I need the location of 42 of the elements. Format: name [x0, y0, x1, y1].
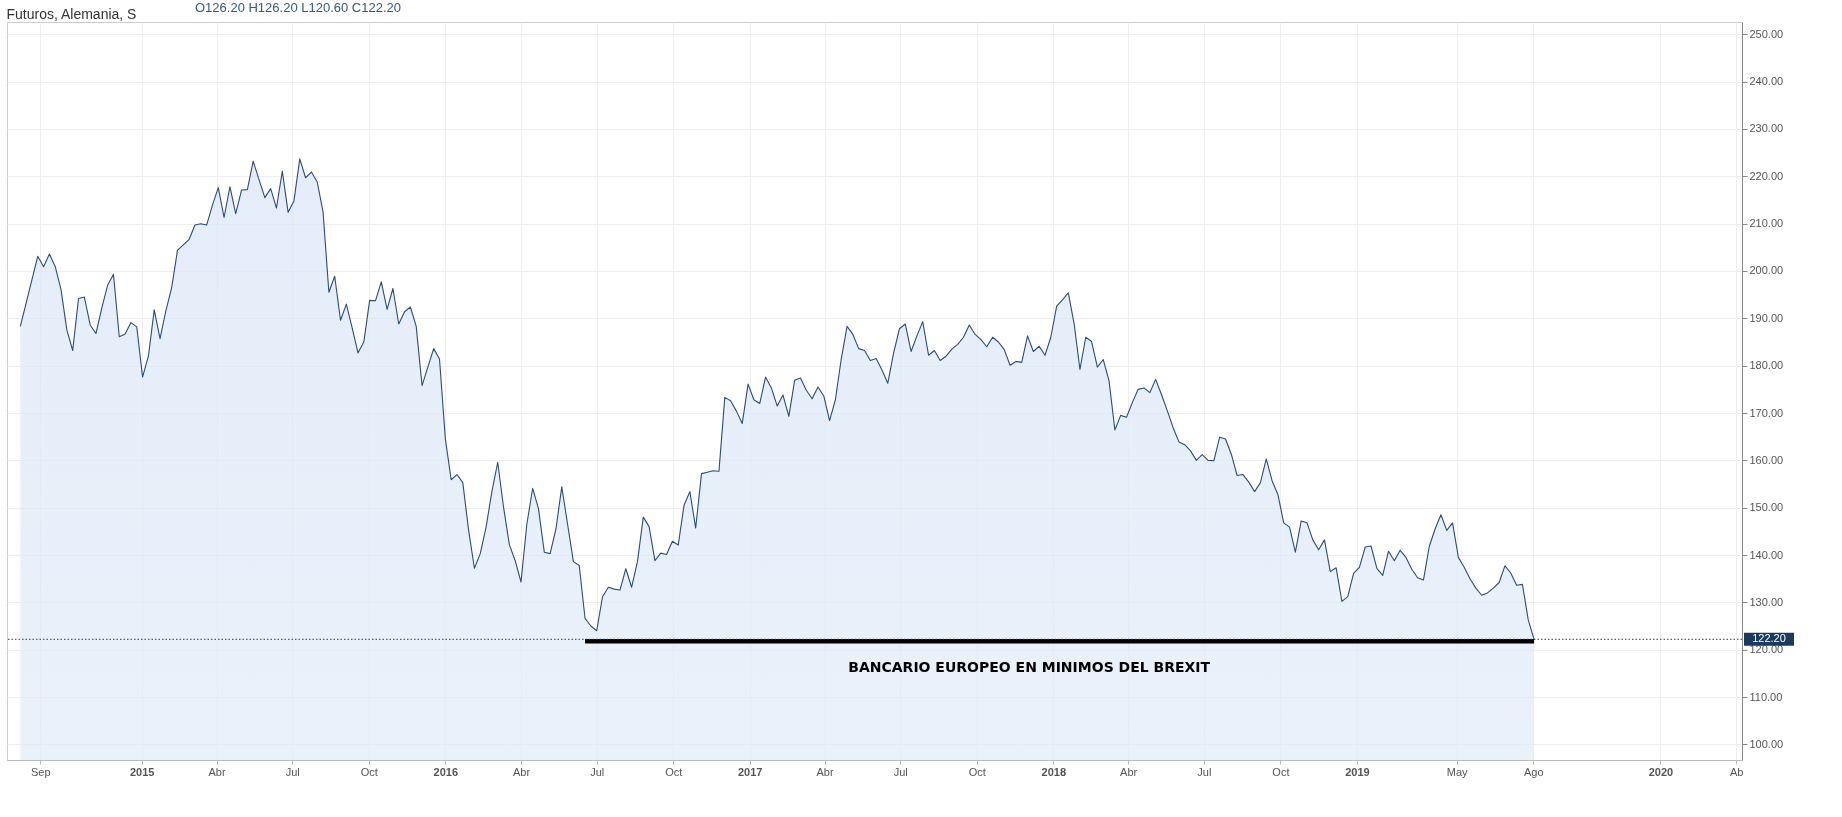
x-tick-label: Jul [893, 765, 908, 778]
x-tick-label: 2018 [1041, 765, 1067, 778]
y-tick-label: 110.00 [1749, 690, 1783, 703]
x-tick-label: Sep [30, 765, 51, 778]
x-tick-label: Abr [1120, 765, 1138, 778]
x-tick-label: 2015 [130, 765, 155, 778]
annotation: BANCARIO EUROPEO EN MINIMOS DEL BREXIT [848, 659, 1211, 676]
ref-line-label: 122.20 [1752, 632, 1786, 645]
y-tick-label: 130.00 [1749, 595, 1784, 608]
x-tick-label: 2017 [738, 765, 763, 778]
x-tick-label: Abr [512, 765, 531, 778]
x-tick-label: 2016 [433, 765, 459, 778]
chart-title: Futuros, Alemania, S [6, 6, 137, 22]
y-tick-label: 200.00 [1749, 264, 1784, 277]
y-tick-label: 190.00 [1749, 311, 1784, 324]
y-tick-label: 150.00 [1749, 501, 1784, 514]
x-tick-label: Oct [360, 765, 378, 778]
y-tick-label: 230.00 [1749, 122, 1784, 135]
text: O126.20 H126.20 L120.60 C122.20 [195, 0, 402, 15]
y-tick-label: 170.00 [1749, 406, 1784, 419]
x-tick-label: Ago [1523, 765, 1544, 778]
x-tick-label: Oct [968, 765, 986, 778]
x-tick-label: Oct [1272, 765, 1290, 778]
x-tick-label: Abr [208, 765, 226, 778]
y-tick-label: 120.00 [1749, 643, 1784, 656]
x-tick-label: Ab [1729, 765, 1744, 778]
y-tick-label: 240.00 [1749, 75, 1784, 88]
x-tick-label: May [1446, 765, 1469, 778]
y-tick-label: 210.00 [1749, 217, 1784, 230]
y-tick-label: 140.00 [1749, 548, 1784, 561]
x-tick-label: 2020 [1648, 765, 1674, 778]
y-tick-label: 160.00 [1749, 453, 1784, 466]
y-tick-label: 180.00 [1749, 359, 1784, 372]
y-tick-label: 220.00 [1749, 169, 1784, 182]
x-tick-label: Jul [1197, 765, 1212, 778]
x-tick-label: 2019 [1345, 765, 1370, 778]
x-tick-label: Jul [590, 765, 605, 778]
x-tick-label: Oct [665, 765, 683, 778]
y-tick-label: 250.00 [1749, 27, 1784, 40]
x-tick-label: Jul [285, 765, 300, 778]
x-tick-label: Abr [816, 765, 834, 778]
y-tick-label: 100.00 [1749, 737, 1784, 750]
